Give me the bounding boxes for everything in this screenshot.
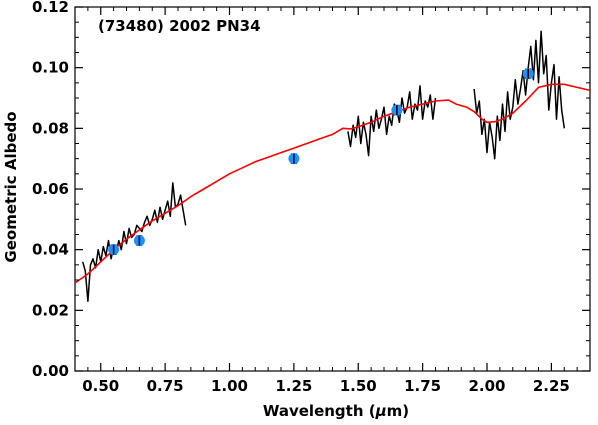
x-tick-label: 1.00 [211,377,248,395]
y-tick-label: 0.10 [32,59,69,77]
y-tick-label: 0.00 [32,362,69,380]
y-tick-label: 0.04 [32,241,69,259]
x-tick-label: 1.25 [275,377,312,395]
x-axis-title: Wavelength (μm) [263,402,409,420]
x-tick-label: 0.75 [147,377,184,395]
model-curve [74,83,591,284]
x-tick-label: 1.75 [404,377,441,395]
y-tick-label: 0.02 [32,301,69,319]
x-tick-label: 1.50 [340,377,377,395]
y-tick-label: 0.08 [32,119,69,137]
x-tick-label: 0.50 [82,377,119,395]
x-tick-label: 2.25 [533,377,570,395]
object-annotation: (73480) 2002 PN34 [98,17,261,35]
y-axis-title: Geometric Albedo [2,111,20,262]
x-tick-label: 2.00 [468,377,505,395]
y-tick-label: 0.06 [32,180,69,198]
plot-frame [74,6,591,372]
spectrum-segment-1 [347,85,437,157]
y-tick-label: 0.12 [32,0,69,16]
spectrum-segment-2 [473,30,566,160]
